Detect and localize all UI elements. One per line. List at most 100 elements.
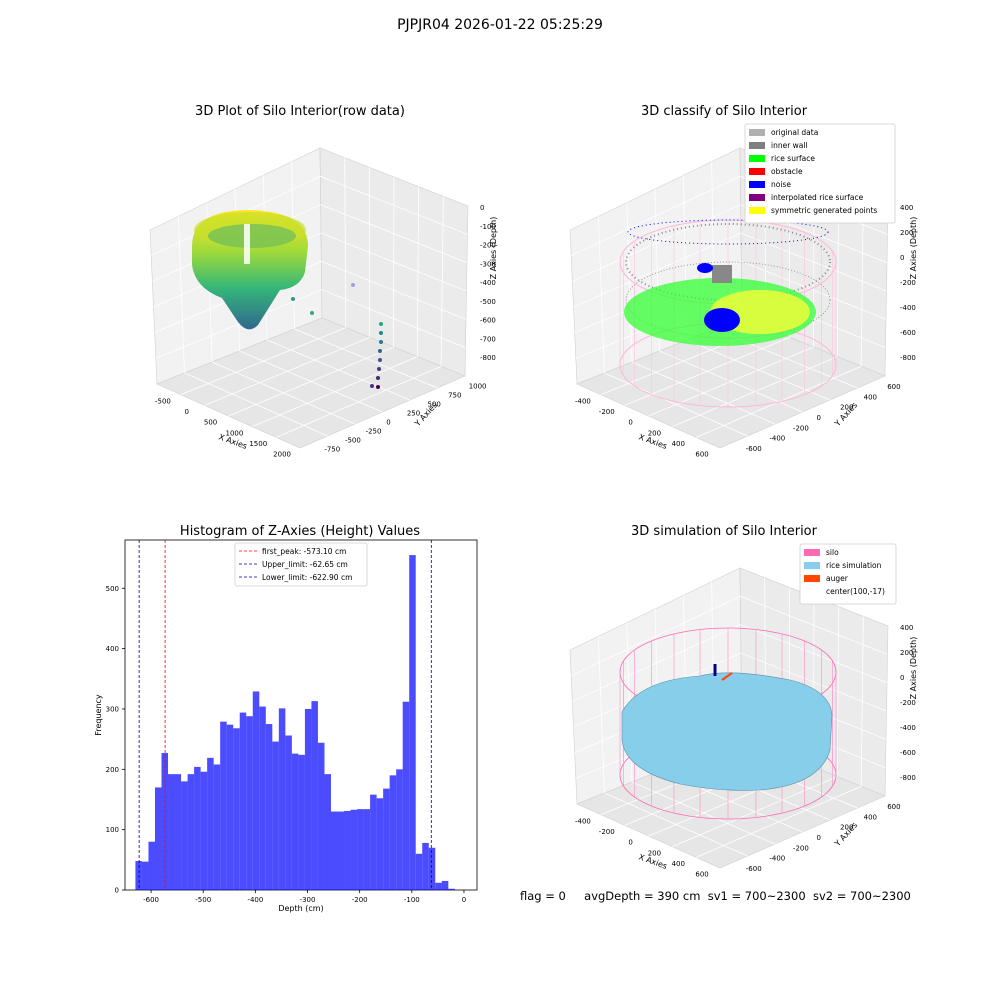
histogram-legend: first_peak: -573.10 cm Upper_limit: -62.6… — [234, 542, 368, 587]
p1-ztick-4: -400 — [480, 279, 496, 287]
p2-ztick-3: -200 — [900, 279, 916, 287]
p1-ytick-2: -250 — [366, 428, 382, 436]
p4-ztick-4: -400 — [900, 724, 916, 732]
p1-point-2 — [351, 283, 355, 287]
p1-xtick-0: -500 — [155, 397, 171, 405]
p1-ztick-7: -700 — [480, 335, 496, 343]
avg-depth-text: avgDepth = 390 cm — [584, 889, 701, 903]
histogram-bar — [448, 888, 455, 890]
histogram-ytick-label: 100 — [106, 826, 119, 834]
p4-ztick-3: -200 — [900, 699, 916, 707]
histogram-bar — [376, 798, 384, 890]
p2-xtick-3: 200 — [648, 429, 661, 437]
p2-ytick-2: -200 — [793, 424, 809, 432]
p2-legend-swatch-5 — [749, 194, 765, 201]
histogram-ytick-label: 300 — [106, 705, 119, 713]
histogram-bar — [441, 880, 449, 890]
p4-legend-label-3: center(100,-17) — [826, 587, 885, 596]
p4-auger — [721, 672, 733, 681]
p2-ztick-4: -400 — [900, 304, 916, 312]
p2-obstacle-grey — [712, 265, 732, 283]
p1-xtick-2: 500 — [204, 419, 217, 427]
p4-xtick-5: 600 — [695, 871, 708, 879]
p2-xtick-5: 600 — [695, 451, 708, 459]
p4-rice-surface — [621, 672, 833, 791]
histogram-bar — [337, 811, 345, 890]
histogram-title: Histogram of Z-Axies (Height) Values — [179, 524, 421, 539]
p2-xtick-2: 0 — [628, 419, 632, 427]
p4-ztick-0: 400 — [900, 624, 913, 632]
p1-point-1 — [310, 311, 314, 315]
histogram-bar — [344, 810, 351, 890]
p1-point-0 — [291, 297, 295, 301]
p4-xtick-1: -200 — [599, 828, 615, 836]
p2-legend-swatch-6 — [749, 207, 765, 214]
p1-ztick-8: -800 — [480, 354, 496, 362]
p2-ztick-5: -600 — [900, 329, 916, 337]
p1-ytick-0: -750 — [324, 446, 340, 454]
histogram-bar — [383, 788, 390, 890]
p1-ztick-6: -600 — [480, 317, 496, 325]
p1-ytick-4: 250 — [407, 410, 420, 418]
p4-ytick-2: -200 — [793, 844, 809, 852]
p2-noise-top — [697, 263, 713, 273]
p4-ytick-0: -600 — [746, 865, 762, 873]
status-footer: flag = 0 avgDepth = 390 cm sv1 = 700~230… — [520, 889, 911, 903]
histogram-bar — [259, 706, 266, 890]
p1-ytick-5: 500 — [427, 401, 440, 409]
p4-ytick-4: 200 — [840, 824, 853, 832]
histogram-legend-label: Upper_limit: -62.65 cm — [262, 560, 348, 569]
p1-xtick-1: 0 — [185, 408, 189, 416]
p1-inner — [208, 224, 296, 248]
p4-legend-swatch-2 — [804, 575, 820, 582]
histogram-bar — [220, 721, 227, 890]
panel1-title: 3D Plot of Silo Interior(row data) — [195, 104, 405, 119]
histogram-bar — [304, 708, 312, 890]
histogram-ytick-label: 200 — [106, 766, 119, 774]
p2-ytick-3: 0 — [817, 414, 821, 422]
p2-ytick-0: -600 — [746, 445, 762, 453]
p4-legend-label-2: auger — [826, 574, 849, 583]
p2-ztick-6: -800 — [900, 354, 916, 362]
p1-box: -500 0 500 1000 1500 2000 -750 -500 -250 0 250 500 7… — [149, 147, 498, 459]
p4-sim — [619, 627, 837, 820]
p2-ytick-5: 400 — [864, 393, 877, 401]
histogram-bar — [135, 861, 142, 890]
p4-legend: silo rice simulation auger center(100,-17) — [799, 543, 897, 605]
histogram-bar — [265, 724, 273, 890]
histogram-bar — [252, 691, 260, 890]
p2-ytick-4: 200 — [840, 404, 853, 412]
histogram-bar — [291, 753, 299, 890]
p4-ztick-1: 200 — [900, 649, 913, 657]
p1-ytick-7: 1000 — [469, 383, 487, 391]
histogram-ytick-label: 500 — [106, 585, 119, 593]
p2-xtick-0: -400 — [575, 397, 591, 405]
p2-legend-swatch-4 — [749, 181, 765, 188]
histogram-bar — [200, 771, 208, 890]
histogram-ytick-label: 0 — [115, 887, 119, 895]
figure-suptitle: PJPJR04 2026-01-22 05:25:29 — [397, 17, 603, 33]
histogram-bar — [409, 555, 416, 890]
histogram-bar — [272, 741, 279, 890]
histogram-ytick-label: 400 — [106, 645, 119, 653]
histogram-bar — [174, 774, 182, 890]
p4-ytick-6: 600 — [887, 803, 900, 811]
histogram-bar — [330, 811, 338, 890]
p2-xtick-1: -200 — [599, 408, 615, 416]
p1-ytick-1: -500 — [345, 437, 361, 445]
p4-xtick-4: 400 — [672, 860, 685, 868]
histogram-bar — [246, 716, 253, 890]
p1-zlabel: Z Axies (Depth) — [489, 217, 498, 280]
histogram-xtick-label: -300 — [300, 896, 316, 904]
histogram-xtick-label: -100 — [404, 896, 420, 904]
p2-ytick-6: 600 — [887, 383, 900, 391]
p4-ytick-3: 0 — [817, 834, 821, 842]
histogram-bar — [370, 794, 377, 890]
p4-ztick-5: -600 — [900, 749, 916, 757]
p2-legend-swatch-3 — [749, 168, 765, 175]
sv2-text: sv2 = 700~2300 — [812, 889, 911, 903]
p1-ytick-6: 750 — [448, 392, 461, 400]
p2-cloud — [619, 219, 837, 408]
p4-zlabel: Z Axies (Depth) — [909, 637, 918, 700]
